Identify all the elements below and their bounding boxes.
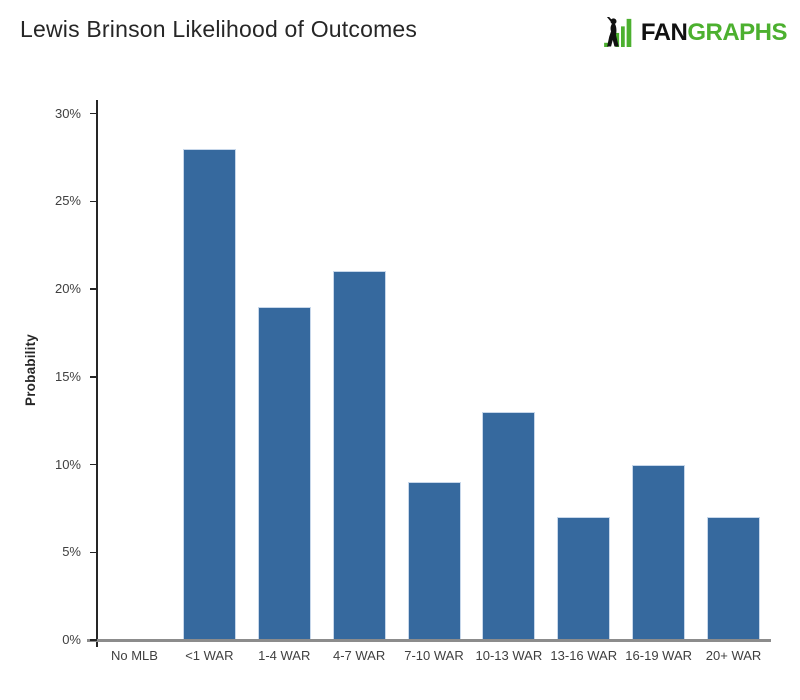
x-tick-label-13-16-war: 13-16 WAR bbox=[550, 648, 618, 663]
y-axis-line bbox=[96, 100, 98, 647]
x-tick-label-4-7-war: 4-7 WAR bbox=[332, 648, 386, 663]
bar-10-13-war bbox=[482, 411, 536, 640]
bar-1-4-war bbox=[257, 306, 311, 640]
x-tick-label-7-10-war: 7-10 WAR bbox=[404, 648, 464, 663]
plot-area: 0% 5% 10% 15% 20% 25% 30% No MLB <1 WAR 1-4 WAR 4… bbox=[55, 100, 771, 663]
fangraphs-batter-icon bbox=[603, 17, 632, 47]
y-tick-30 bbox=[90, 112, 97, 115]
y-tick-label-5: 5% bbox=[62, 544, 81, 560]
x-tick-label-16-19-war: 16-19 WAR bbox=[625, 648, 693, 663]
logo-graphs-text: GRAPHS bbox=[687, 19, 787, 46]
y-tick-label-0: 0% bbox=[62, 632, 81, 647]
x-tick-label-no-mlb: No MLB bbox=[110, 648, 158, 663]
bar-20+-war bbox=[707, 517, 761, 640]
y-tick-5 bbox=[90, 551, 97, 553]
x-axis-line bbox=[87, 639, 771, 642]
chart-title: Lewis Brinson Likelihood of Outcomes bbox=[20, 16, 418, 42]
y-tick-label-30: 30% bbox=[54, 105, 81, 121]
x-tick-label-20+-war: 20+ WAR bbox=[705, 648, 762, 663]
x-tick-label-<1-war: <1 WAR bbox=[185, 648, 234, 663]
bar-7-10-war bbox=[407, 482, 461, 640]
fangraphs-logo-text: FANGRAPHS bbox=[640, 19, 788, 47]
y-tick-label-25: 25% bbox=[54, 193, 81, 209]
bar-13-16-war bbox=[557, 517, 611, 640]
y-tick-label-10: 10% bbox=[54, 456, 81, 472]
y-tick-25 bbox=[90, 200, 97, 202]
y-tick-label-15: 15% bbox=[54, 368, 81, 384]
x-tick-label-1-4-war: 1-4 WAR bbox=[258, 648, 311, 663]
bar-4-7-war bbox=[332, 271, 386, 640]
y-tick-10 bbox=[90, 463, 97, 466]
fangraphs-logo: FANGRAPHS bbox=[603, 17, 788, 47]
y-tick-0 bbox=[90, 639, 97, 641]
y-tick-label-20: 20% bbox=[54, 281, 81, 296]
bar-16-19-war bbox=[632, 464, 686, 640]
y-tick-20 bbox=[90, 288, 97, 290]
x-tick-label-10-13-war: 10-13 WAR bbox=[475, 648, 543, 663]
logo-fan-text: FAN bbox=[640, 19, 688, 46]
bar-<1-war bbox=[182, 148, 236, 640]
y-tick-15 bbox=[90, 376, 97, 378]
